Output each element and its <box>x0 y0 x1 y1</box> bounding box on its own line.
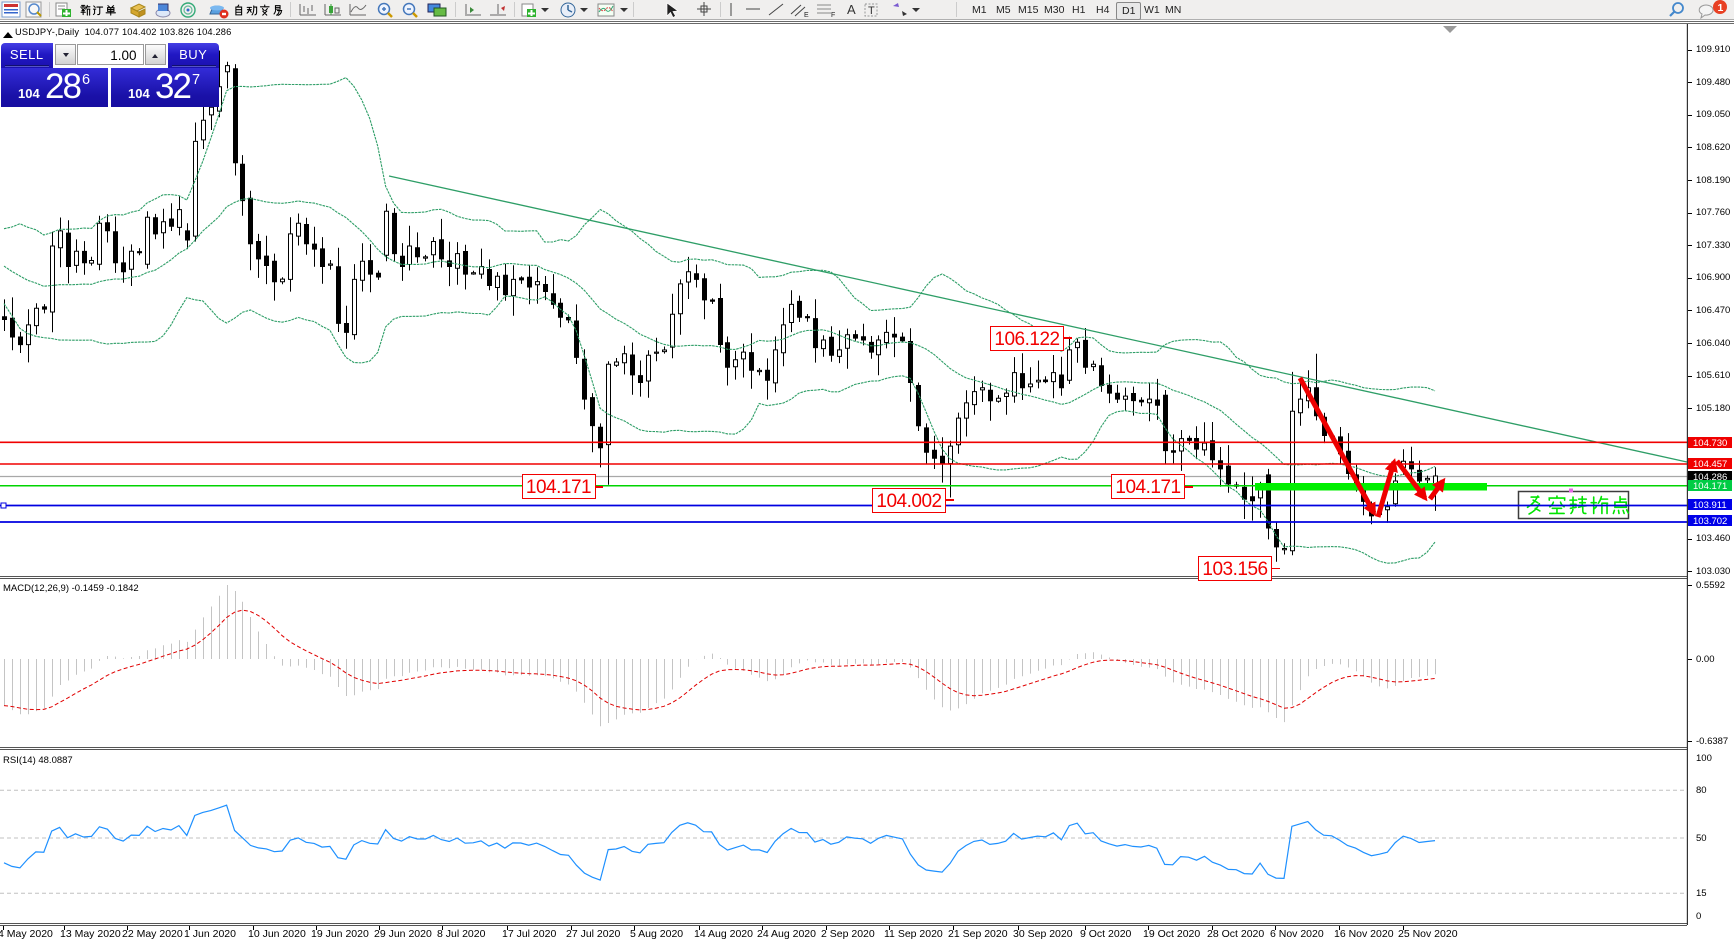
svg-text:1: 1 <box>1718 2 1724 14</box>
svg-text:F: F <box>831 12 835 19</box>
svg-text:T: T <box>868 5 875 17</box>
svg-text:E: E <box>804 12 809 19</box>
svg-text:A: A <box>847 2 856 17</box>
